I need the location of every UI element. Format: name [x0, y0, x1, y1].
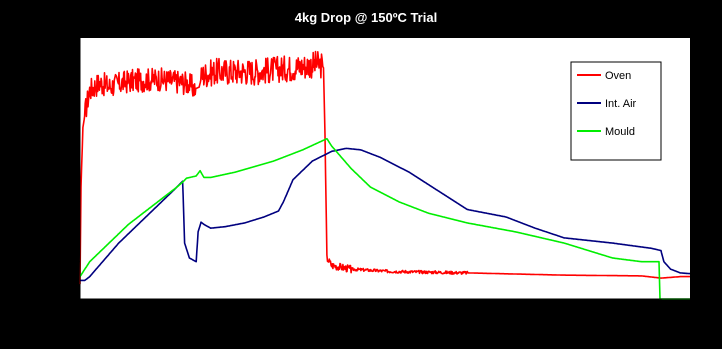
ticks-layer: 0 50 100 150 200 250 300 350 0 10 20 30 40 50 60	[54, 33, 667, 318]
series-layer	[79, 50, 691, 300]
y-tick-label: 100	[54, 219, 72, 231]
x-axis-label: Time (min)	[357, 330, 413, 342]
x-tick-label: 10	[171, 306, 183, 318]
legend-label-oven: Oven	[605, 70, 631, 82]
y-tick-label: 0	[66, 294, 72, 306]
y-tick-label: 300	[54, 70, 72, 82]
x-tick-label: 20	[268, 306, 280, 318]
chart-title: 4kg Drop @ 150ºC Trial	[295, 10, 437, 25]
legend-label-mould: Mould	[605, 126, 635, 138]
x-tick-label: 0	[77, 306, 83, 318]
y-tick-label: 50	[60, 257, 72, 269]
legend-box	[570, 61, 662, 161]
y-tick-label: 150	[54, 182, 72, 194]
x-tick-label: 30	[364, 306, 376, 318]
x-tick-label: 40	[461, 306, 473, 318]
y-tick-label: 250	[54, 108, 72, 120]
series-line-oven	[79, 50, 691, 285]
legend-label-int-air: Int. Air	[605, 98, 637, 110]
y-tick-label: 350	[54, 33, 72, 45]
x-tick-label: 50	[558, 306, 570, 318]
y-axis-label: Temp(ºC)	[31, 144, 43, 192]
x-tick-label: 60	[655, 306, 667, 318]
axes-layer	[79, 38, 690, 300]
series-line-mould	[79, 137, 691, 300]
legend: Oven Int. Air Mould	[570, 61, 662, 161]
y-tick-label: 200	[54, 145, 72, 157]
